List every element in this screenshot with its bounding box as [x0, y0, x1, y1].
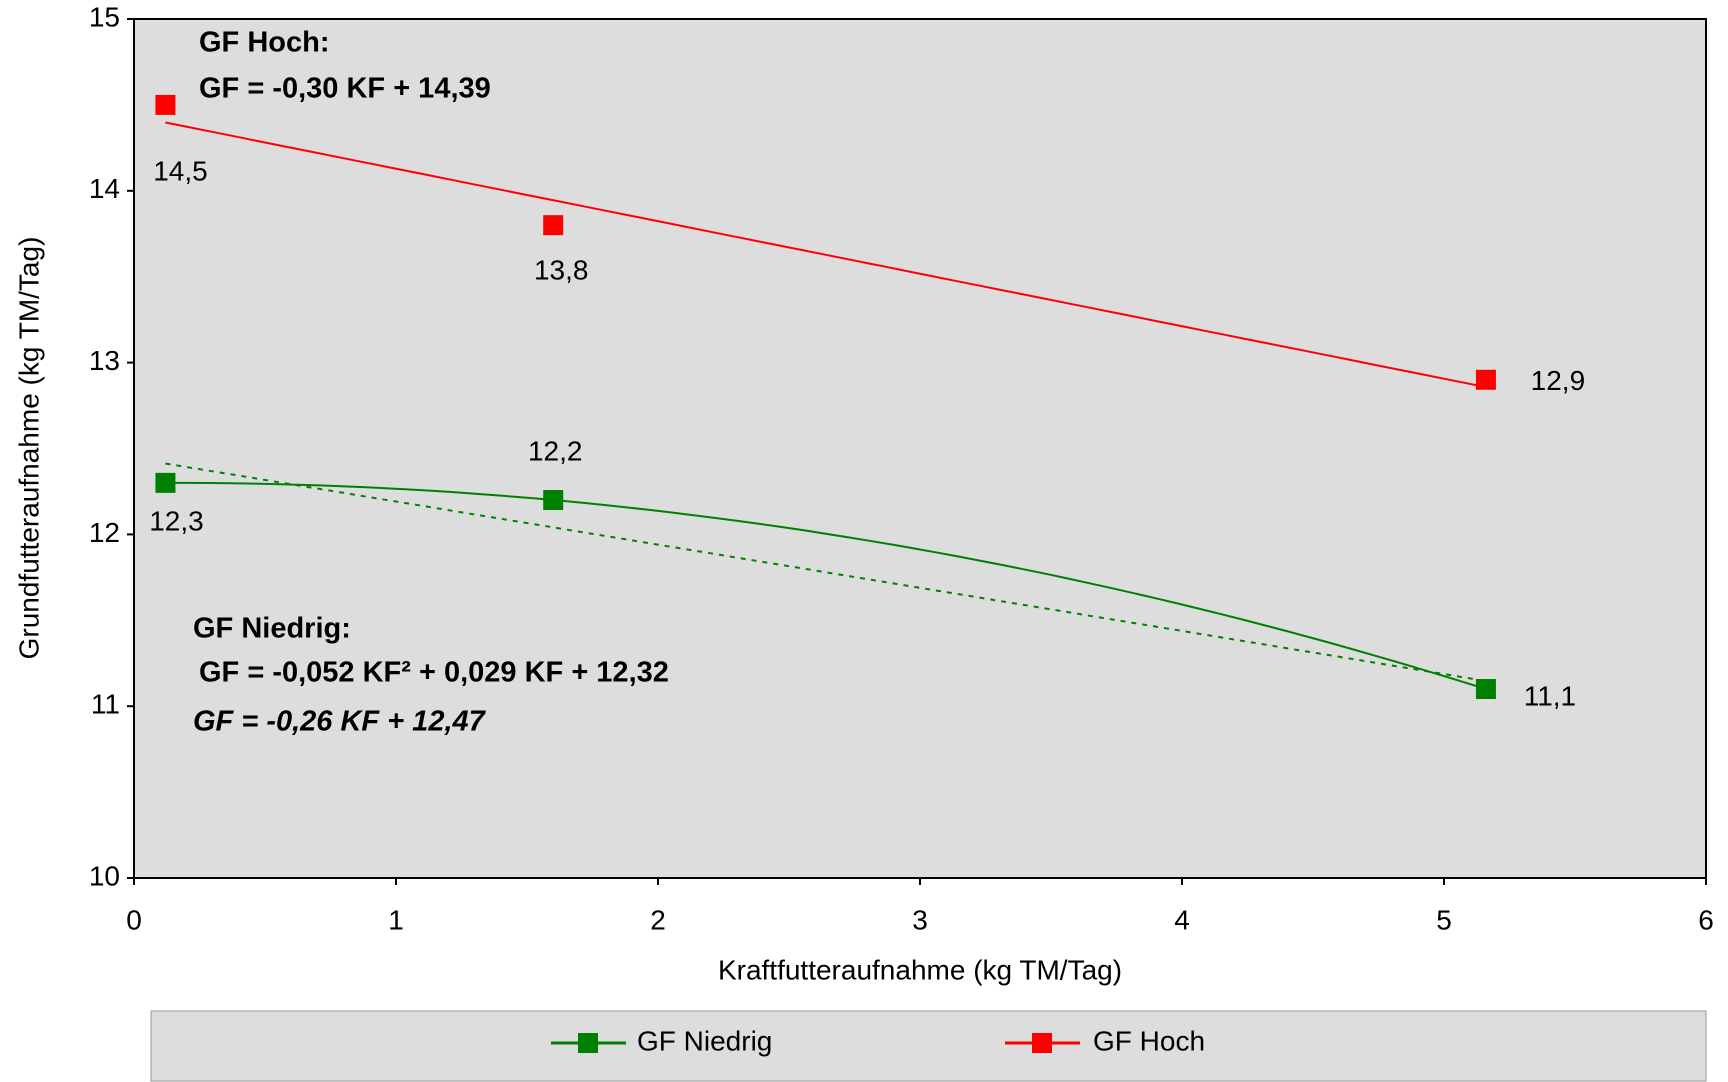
legend-label: GF Niedrig	[637, 1025, 772, 1056]
marker	[543, 215, 564, 236]
legend-marker	[1032, 1033, 1052, 1053]
x-axis-title: Kraftfutteraufnahme (kg TM/Tag)	[718, 954, 1122, 985]
x-tick-label: 6	[1698, 904, 1714, 935]
y-axis-title: Grundfutteraufnahme (kg TM/Tag)	[13, 237, 44, 660]
data-label: 11,1	[1524, 680, 1576, 711]
y-tick-label: 10	[89, 860, 120, 891]
y-tick-label: 14	[89, 173, 120, 204]
trendline	[165, 462, 1487, 682]
data-label: 14,5	[153, 155, 208, 186]
data-label: 12,2	[528, 435, 583, 466]
annotation: GF = -0,26 KF + 12,47	[193, 706, 487, 738]
x-tick-label: 1	[388, 904, 404, 935]
x-tick-label: 3	[912, 904, 928, 935]
marker	[155, 472, 176, 493]
legend-box	[150, 1010, 1707, 1082]
y-tick-label: 12	[89, 517, 120, 548]
y-tick-label: 15	[89, 1, 120, 32]
trendline	[165, 121, 1487, 389]
x-tick-label: 4	[1174, 904, 1190, 935]
annotation: GF Hoch:	[199, 27, 330, 59]
annotation: GF Niedrig:	[193, 613, 351, 645]
marker	[1475, 369, 1496, 390]
annotation: GF = -0,30 KF + 14,39	[199, 73, 491, 105]
marker	[155, 94, 176, 115]
x-tick-label: 2	[650, 904, 666, 935]
x-tick-label: 0	[126, 904, 142, 935]
legend-marker	[578, 1033, 598, 1053]
data-label: 12,3	[149, 505, 204, 536]
y-tick-label: 11	[91, 689, 120, 720]
annotation: GF = -0,052 KF² + 0,029 KF + 12,32	[199, 657, 669, 689]
data-label: 12,9	[1531, 365, 1586, 396]
trendline	[165, 481, 1487, 690]
x-tick-label: 5	[1436, 904, 1452, 935]
y-tick-label: 13	[89, 345, 120, 376]
legend-label: GF Hoch	[1093, 1025, 1205, 1056]
marker	[1475, 679, 1496, 700]
marker	[543, 490, 564, 511]
plot-area	[133, 18, 1707, 879]
data-label: 13,8	[534, 255, 589, 286]
